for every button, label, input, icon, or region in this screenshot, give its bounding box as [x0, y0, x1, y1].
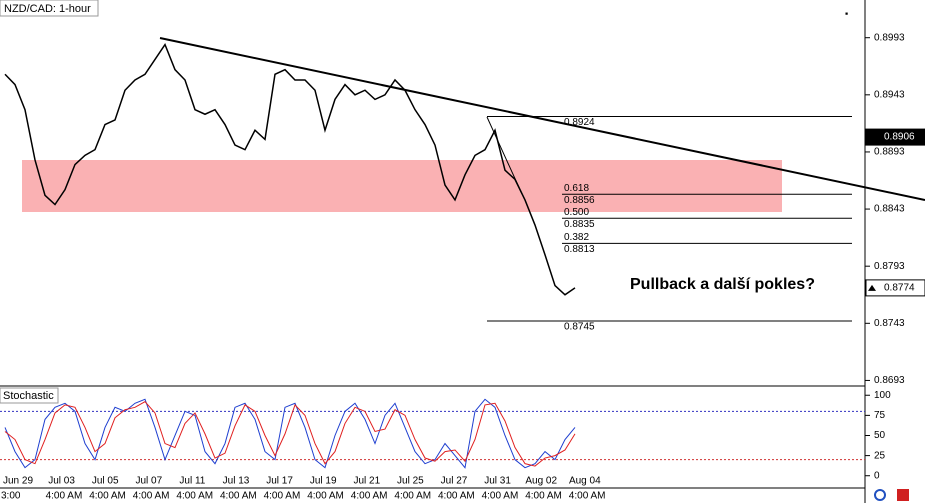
x-date-label: Jul 27 [441, 476, 468, 487]
fib-price: 0.8813 [564, 244, 595, 255]
y-tick-label: 75 [874, 410, 886, 421]
y-tick-label: 0.8893 [874, 147, 905, 158]
price-marker-label: 0.8906 [884, 132, 915, 143]
price-marker-box [865, 128, 925, 146]
x-time-label: 4:00 AM [220, 491, 257, 502]
menu-icon[interactable]: ▪ [845, 8, 848, 18]
x-time-label: 4:00 AM [394, 491, 431, 502]
x-time-label: 4:00 AM [264, 491, 301, 502]
y-tick-label: 0.8743 [874, 318, 905, 329]
x-date-label: Jul 19 [310, 476, 337, 487]
series-line [4, 398, 576, 469]
chart-title: NZD/CAD: 1-hour [4, 3, 91, 15]
x-time-label: 4:00 AM [525, 491, 562, 502]
x-date-label: Jul 25 [397, 476, 424, 487]
title-box [0, 0, 99, 17]
x-date-label: Aug 02 [525, 476, 557, 487]
fib-ratio: 0.500 [564, 207, 589, 218]
price-marker-box [865, 279, 925, 297]
x-time-label: 4:00 AM [482, 491, 519, 502]
x-time-label: 4:00 AM [176, 491, 213, 502]
x-time-label: 4:00 AM [438, 491, 475, 502]
x-date-label: Jul 13 [223, 476, 250, 487]
y-tick-label: 0.8843 [874, 204, 905, 215]
x-date-label: Jun 29 [3, 476, 33, 487]
price-marker-arrow [868, 284, 876, 291]
x-date-label: Jul 21 [353, 476, 380, 487]
fib-price: 0.8924 [564, 117, 595, 128]
x-time-label: 4:00 AM [569, 491, 606, 502]
x-time-label: 4:00 AM [351, 491, 388, 502]
fib-ratio: 0.618 [564, 183, 589, 194]
resistance-zone [22, 160, 782, 212]
price-marker-label: 0.8774 [884, 283, 915, 294]
y-tick-label: 0.8943 [874, 89, 905, 100]
y-tick-label: 0.8993 [874, 32, 905, 43]
y-tick-label: 0 [874, 470, 880, 481]
bottom-icons[interactable] [874, 489, 909, 501]
stoch-title: Stochastic [3, 390, 54, 402]
y-tick-label: 0.8693 [874, 375, 905, 386]
x-time-label: 4:00 AM [307, 491, 344, 502]
x-date-label: Jul 31 [484, 476, 511, 487]
x-date-label: Jul 07 [135, 476, 162, 487]
fib-price: 0.8745 [564, 322, 595, 333]
y-tick-label: 100 [874, 390, 891, 401]
x-time-label: 4:00 AM [133, 491, 170, 502]
x-date-label: Jul 03 [48, 476, 75, 487]
y-tick-label: 0.8793 [874, 261, 905, 272]
x-time-label: 3:00 [1, 491, 21, 502]
x-date-label: Jul 05 [92, 476, 119, 487]
y-tick-label: 25 [874, 450, 886, 461]
x-time-label: 4:00 AM [89, 491, 126, 502]
close-icon[interactable] [897, 489, 909, 501]
x-time-label: 4:00 AM [46, 491, 83, 502]
link-icon[interactable] [874, 489, 886, 501]
x-date-label: Jul 11 [179, 476, 205, 487]
fib-price: 0.8835 [564, 219, 595, 230]
trendline [159, 37, 925, 201]
x-date-label: Aug 04 [569, 476, 601, 487]
series-line [4, 42, 576, 296]
y-tick-label: 50 [874, 430, 886, 441]
stoch-title-box [0, 387, 59, 404]
series-line [4, 401, 576, 467]
x-date-label: Jul 17 [266, 476, 293, 487]
fib-ratio: 0.382 [564, 232, 589, 243]
annotation: Pullback a další pokles? [630, 276, 815, 293]
fib-price: 0.8856 [564, 195, 595, 206]
